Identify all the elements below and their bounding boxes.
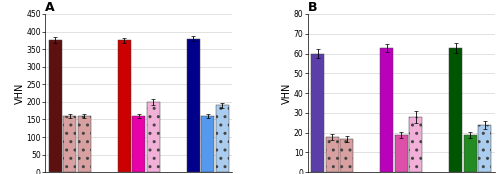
Y-axis label: VHN: VHN (15, 82, 25, 104)
Bar (464, 135, 476, 172)
Bar (312, 54, 324, 172)
Bar (132, 116, 145, 172)
Bar (478, 125, 491, 172)
Bar (395, 135, 407, 172)
Bar (78, 116, 90, 172)
Bar (49, 40, 62, 172)
Bar (202, 116, 214, 172)
Bar (410, 117, 422, 172)
Bar (147, 102, 160, 172)
Bar (216, 105, 228, 172)
Bar (380, 48, 393, 172)
Bar (450, 48, 462, 172)
Y-axis label: VHN: VHN (282, 82, 292, 104)
Bar (340, 139, 353, 172)
Bar (64, 116, 76, 172)
Bar (118, 40, 130, 172)
Bar (326, 137, 338, 172)
Bar (187, 39, 200, 172)
Text: A: A (45, 1, 54, 14)
Text: B: B (308, 1, 317, 14)
